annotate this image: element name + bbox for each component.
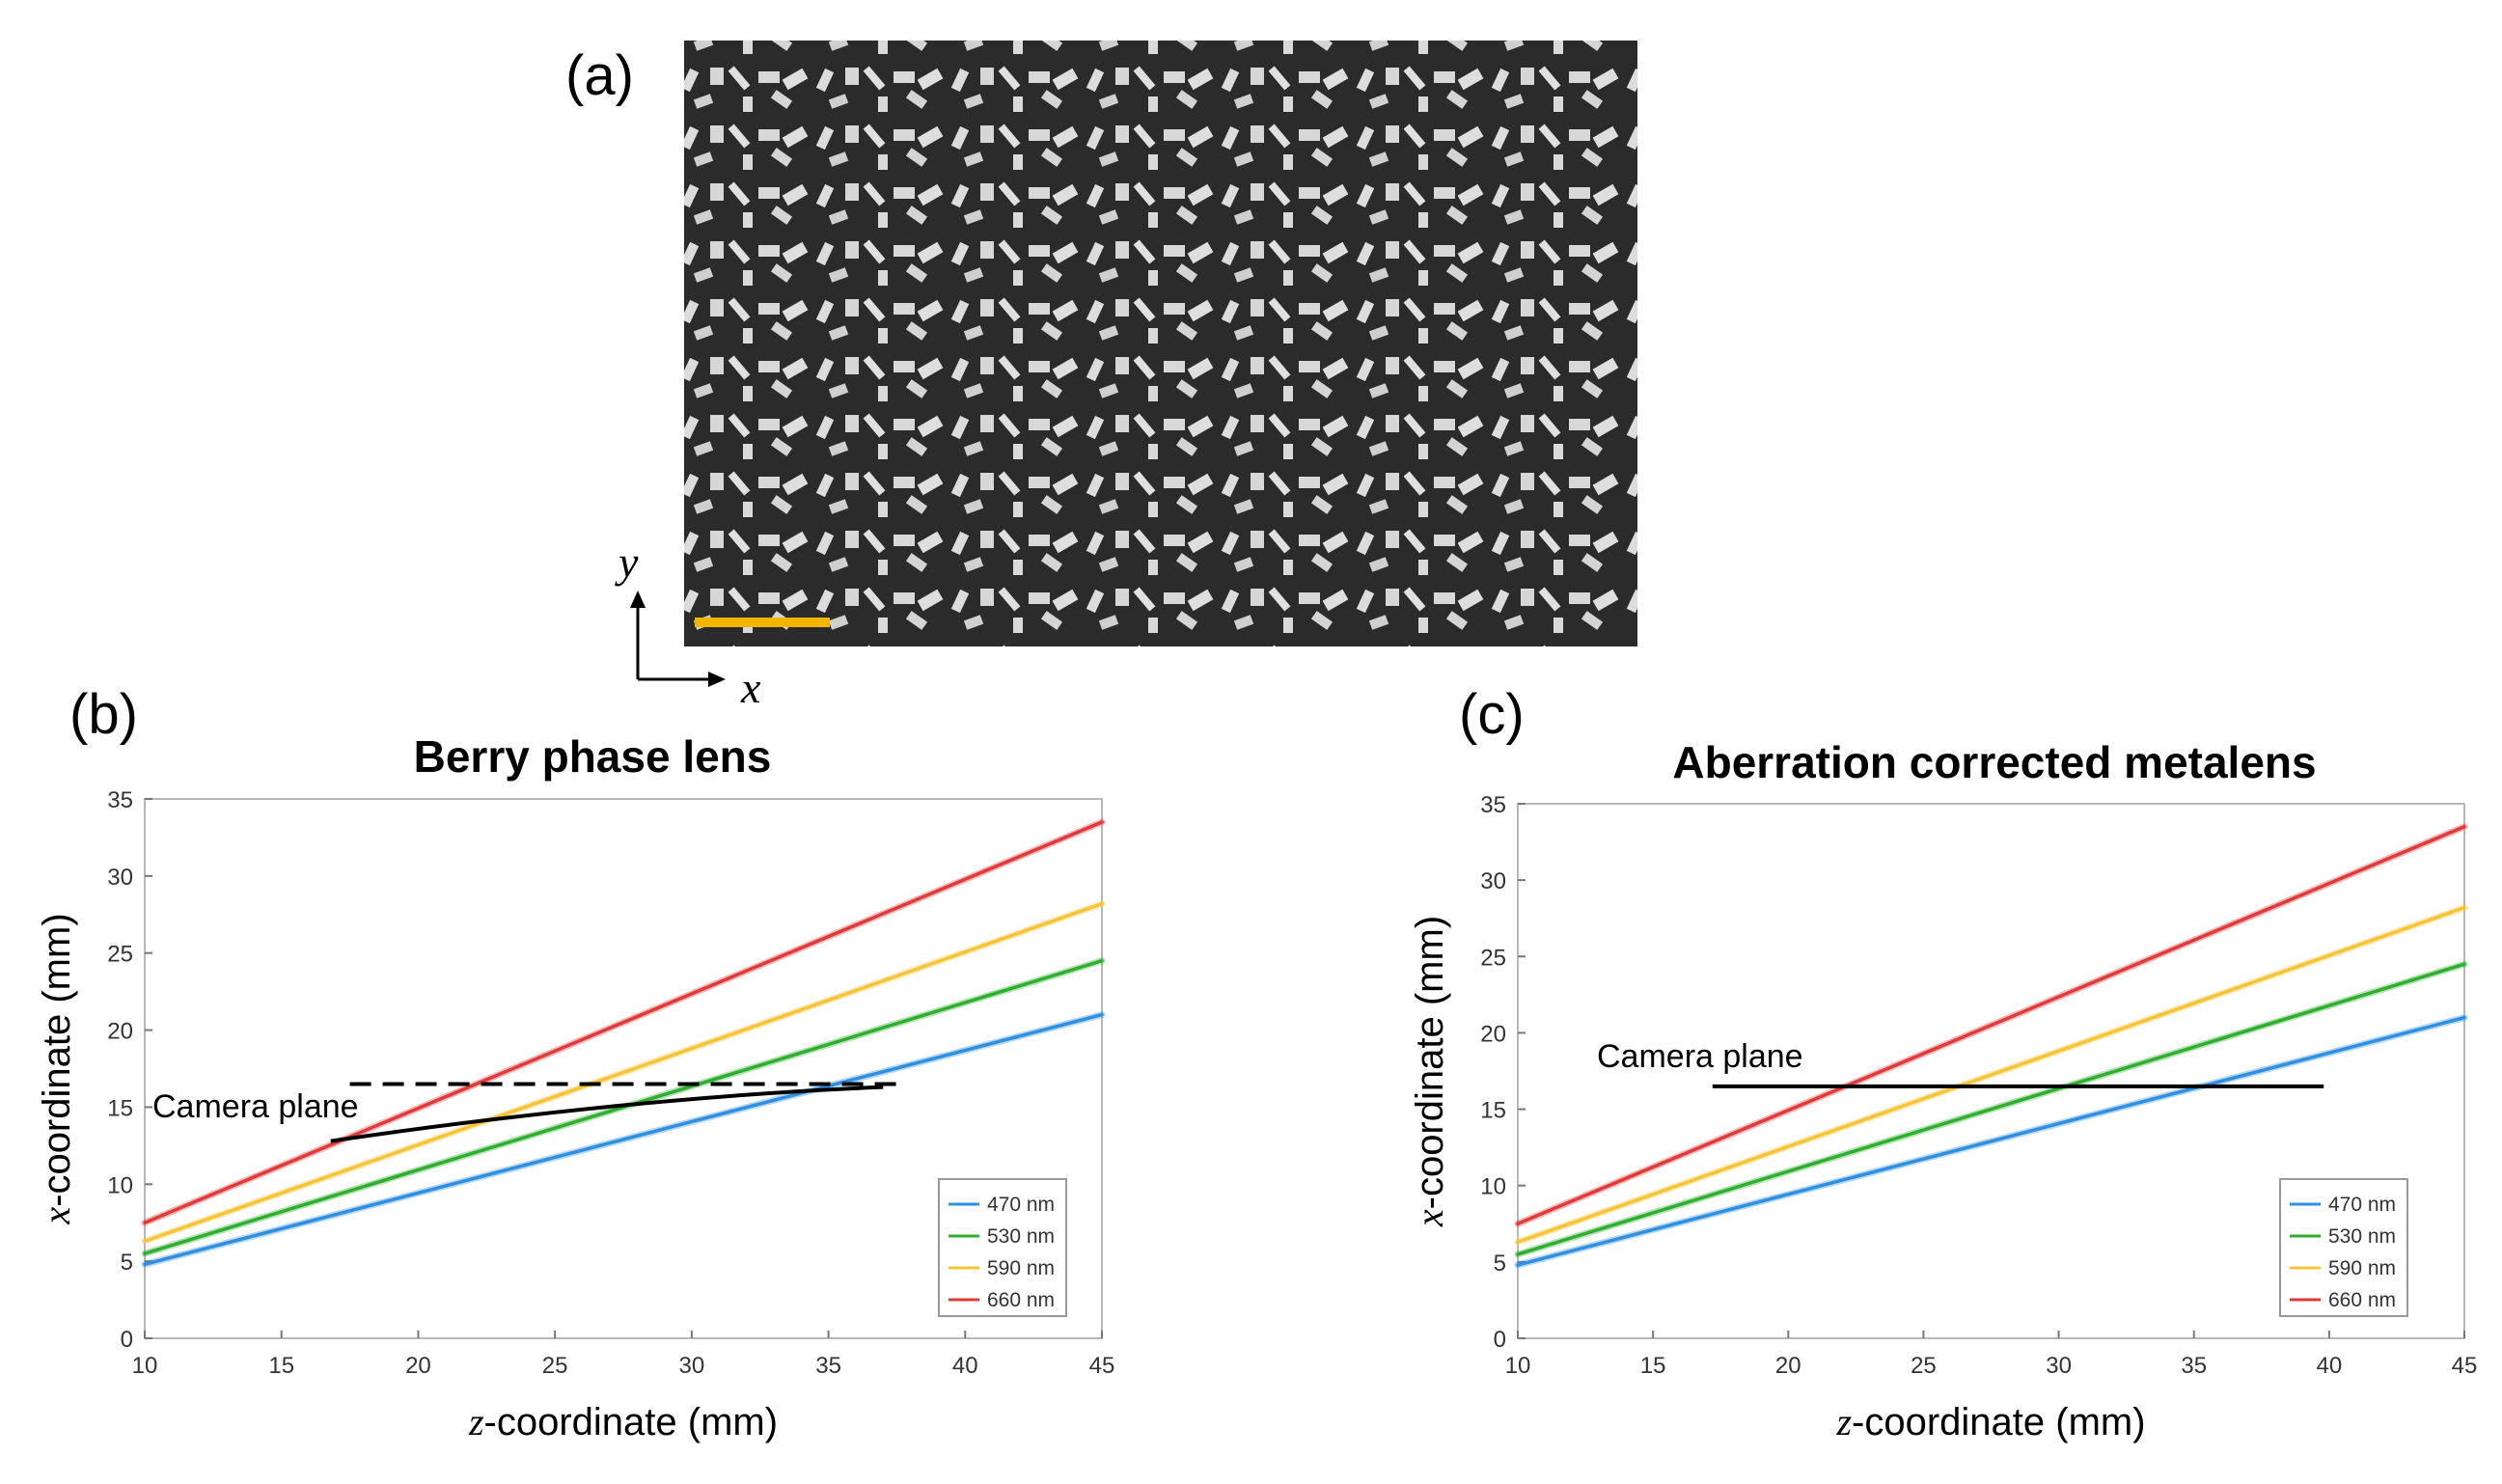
x-tick-label: 15: [1640, 1353, 1666, 1379]
legend-box: [2279, 1178, 2408, 1317]
chart-aberration-corrected: Aberration corrected metalens 10 15 20 25 30 3…: [1408, 737, 2477, 1443]
legend-label: 470 nm: [987, 1194, 1055, 1216]
x-tick-label: 30: [2046, 1353, 2072, 1379]
camera-plane-line: [330, 1085, 884, 1143]
y-axis-label: x-coordinate (mm): [1408, 916, 1451, 1227]
legend-label: 470 nm: [2328, 1194, 2396, 1216]
chart-title: Aberration corrected metalens: [1672, 737, 2316, 787]
legend-label: 660 nm: [987, 1289, 1055, 1311]
panel-a: (a) y x: [565, 41, 1637, 712]
series-line-530-nm: [1516, 962, 2466, 1256]
y-tick-label: 0: [121, 1327, 133, 1353]
y-tick-label: 5: [121, 1250, 133, 1276]
series-line-660-nm: [1516, 824, 2466, 1226]
chart-berry-phase: Berry phase lens 10 15 20 25 30 35 40 45 0 5 10 15 20…: [35, 731, 1114, 1443]
panel-c-label: (c): [1459, 683, 1525, 746]
chart-title: Berry phase lens: [414, 731, 772, 782]
y-tick-label: 30: [1480, 868, 1506, 894]
axes-indicator: y x: [615, 537, 761, 712]
x-tick-label: 10: [1505, 1353, 1531, 1379]
x-tick-label: 20: [1775, 1353, 1801, 1379]
x-tick-label: 20: [405, 1353, 431, 1379]
y-axis-indicator-label: y: [615, 537, 639, 587]
y-tick-label: 20: [107, 1019, 133, 1045]
series-line-470-nm: [1516, 1015, 2466, 1267]
legend-label: 530 nm: [2328, 1225, 2396, 1248]
y-tick-label: 20: [1480, 1021, 1506, 1047]
legend: 470 nm 530 nm 590 nm 660 nm: [2279, 1178, 2408, 1317]
x-axis-label: z-coordinate (mm): [1835, 1400, 2145, 1443]
legend-label: 530 nm: [987, 1225, 1055, 1248]
y-tick-label: 15: [1480, 1098, 1506, 1124]
x-tick-label: 45: [1089, 1353, 1115, 1379]
y-tick-label: 35: [107, 787, 133, 813]
y-tick-label: 25: [1480, 945, 1506, 971]
panel-b-label: (b): [69, 683, 138, 746]
x-tick-label: 40: [2317, 1353, 2343, 1379]
sem-micrograph: [684, 41, 1637, 646]
x-tick-label: 45: [2452, 1353, 2478, 1379]
legend-label: 590 nm: [987, 1257, 1055, 1279]
y-tick-label: 10: [107, 1172, 133, 1198]
camera-plane-annotation: Camera plane: [1597, 1038, 1803, 1075]
legend-label: 590 nm: [2328, 1257, 2396, 1279]
y-tick-label: 30: [107, 865, 133, 891]
x-axis-indicator-label: x: [740, 663, 761, 712]
y-tick-label: 10: [1480, 1174, 1506, 1200]
x-tick-label: 25: [542, 1353, 568, 1379]
y-tick-label: 25: [107, 942, 133, 968]
x-tick-label: 35: [815, 1353, 841, 1379]
series-line-590-nm: [1516, 905, 2466, 1245]
camera-plane-annotation: Camera plane: [152, 1088, 359, 1125]
y-tick-label: 15: [107, 1095, 133, 1121]
x-tick-label: 30: [679, 1353, 705, 1379]
legend: 470 nm 530 nm 590 nm 660 nm: [938, 1178, 1067, 1317]
x-tick-label: 25: [1911, 1353, 1937, 1379]
x-tick-label: 10: [132, 1353, 158, 1379]
y-tick-label: 5: [1494, 1250, 1506, 1277]
panel-a-label: (a): [565, 44, 634, 107]
x-tick-label: 15: [268, 1353, 294, 1379]
y-tick-label: 0: [1494, 1327, 1506, 1353]
series-line-660-nm: [143, 820, 1104, 1224]
y-axis-label: x-coordinate (mm): [35, 913, 78, 1224]
series-line-590-nm: [143, 901, 1104, 1244]
x-tick-label: 35: [2181, 1353, 2207, 1379]
y-tick-label: 35: [1480, 792, 1506, 818]
series-line-470-nm: [143, 1012, 1104, 1267]
legend-label: 660 nm: [2328, 1289, 2396, 1311]
x-tick-label: 40: [952, 1353, 978, 1379]
legend-box: [938, 1178, 1067, 1317]
x-axis-label: z-coordinate (mm): [468, 1400, 778, 1443]
